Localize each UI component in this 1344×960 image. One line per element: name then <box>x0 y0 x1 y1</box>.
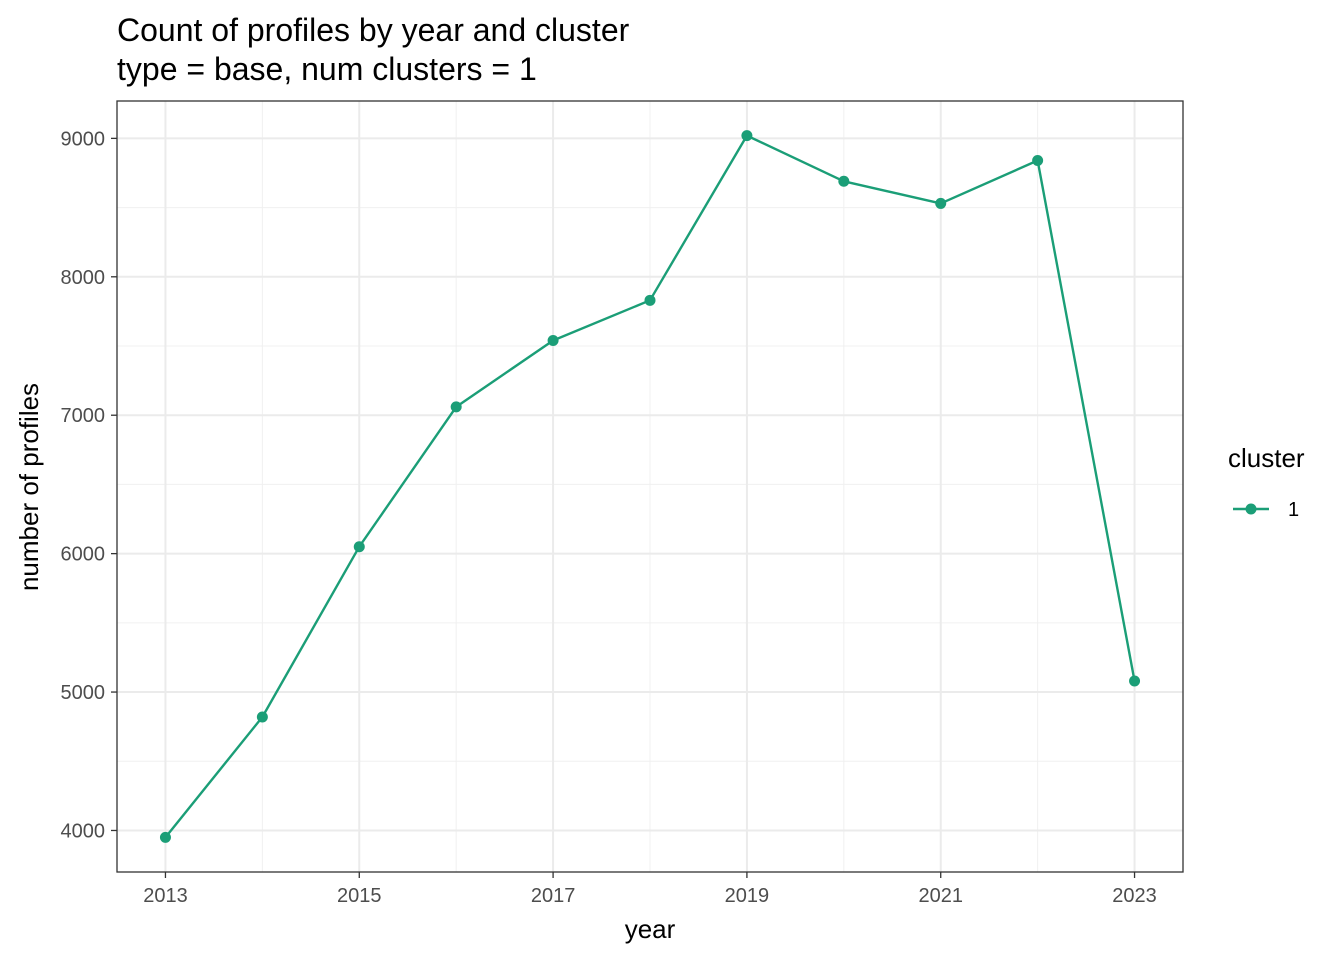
x-tick-label: 2013 <box>143 885 188 907</box>
data-point <box>838 175 850 187</box>
data-point <box>256 711 268 723</box>
x-tick-label: 2015 <box>337 885 382 907</box>
data-point <box>159 831 171 843</box>
major-gridlines <box>117 101 1183 872</box>
data-point <box>1032 155 1044 167</box>
data-point <box>935 197 947 209</box>
x-tick-label: 2021 <box>918 885 963 907</box>
y-tick-label: 7000 <box>61 405 106 427</box>
data-point <box>741 130 753 142</box>
x-tick-label: 2017 <box>531 885 576 907</box>
x-axis: 2013 2015 2017 2019 2021 2023 <box>143 872 1157 907</box>
data-point <box>450 401 462 413</box>
plot-panel <box>116 100 1184 873</box>
series-layer <box>159 130 1141 843</box>
legend-title: cluster <box>1228 443 1305 473</box>
data-point <box>1129 675 1141 687</box>
y-tick-label: 5000 <box>61 682 106 704</box>
y-tick-label: 8000 <box>61 267 106 289</box>
x-tick-label: 2023 <box>1112 885 1157 907</box>
legend: cluster 1 <box>1228 443 1305 521</box>
y-tick-label: 9000 <box>61 128 106 150</box>
data-point <box>353 541 365 553</box>
y-tick-label: 4000 <box>61 820 106 842</box>
data-point <box>547 334 559 346</box>
y-axis-title: number of profiles <box>14 383 44 591</box>
minor-gridlines <box>117 101 1183 872</box>
y-tick-label: 6000 <box>61 544 106 566</box>
legend-label: 1 <box>1288 499 1299 521</box>
y-axis: 4000 5000 6000 7000 8000 9000 <box>61 128 117 842</box>
x-axis-title: year <box>625 914 676 944</box>
data-point <box>644 294 656 306</box>
legend-key-point <box>1245 503 1257 515</box>
chart-title: Count of profiles by year and cluster <box>117 12 630 48</box>
chart-subtitle: type = base, num clusters = 1 <box>117 51 537 87</box>
x-tick-label: 2019 <box>725 885 770 907</box>
